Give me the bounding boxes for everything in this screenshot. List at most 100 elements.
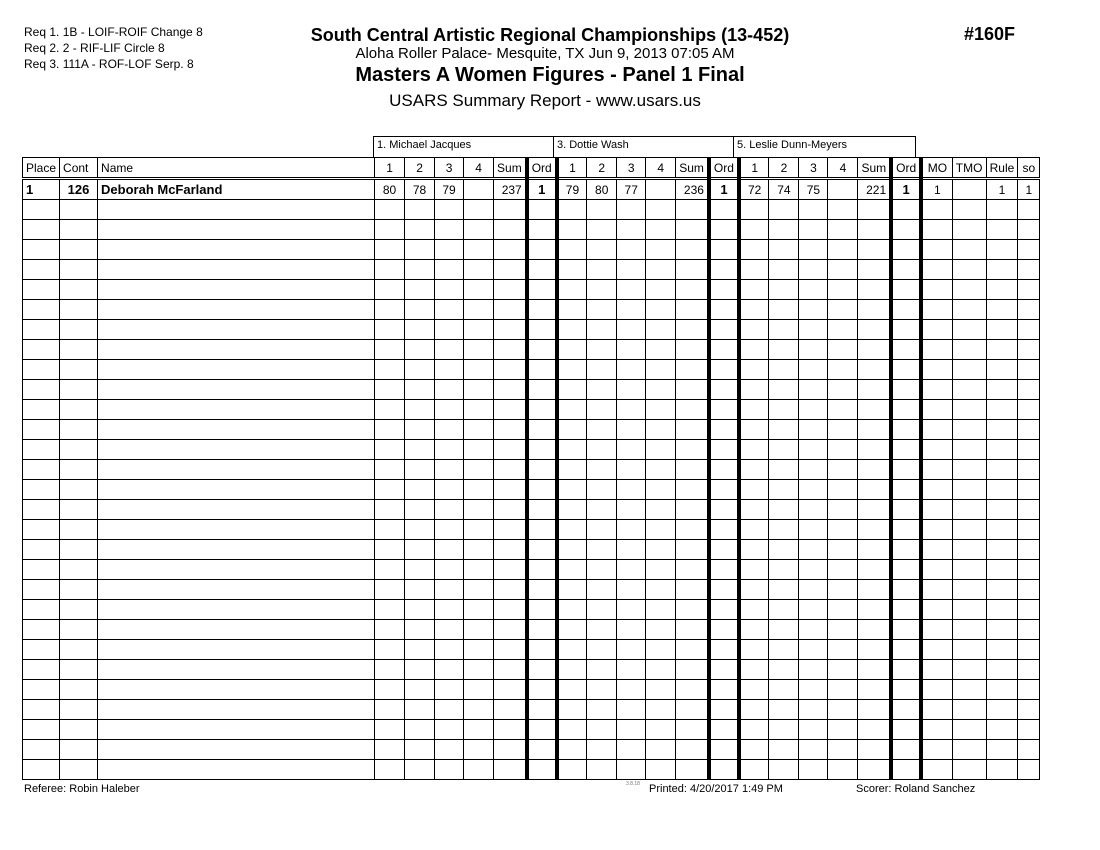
sum (493, 739, 528, 760)
score (827, 499, 859, 520)
score (554, 719, 588, 740)
score (374, 339, 406, 360)
sum (675, 459, 710, 480)
rule: 1 (985, 178, 1019, 200)
score (798, 699, 829, 720)
name (97, 599, 376, 620)
score (616, 439, 647, 460)
ordinal (524, 379, 558, 400)
score (554, 239, 588, 260)
score (736, 419, 770, 440)
score (434, 299, 465, 320)
sum (493, 199, 528, 220)
score (434, 559, 465, 580)
score (827, 619, 859, 640)
cont (59, 399, 99, 420)
mo (919, 559, 953, 580)
score (768, 479, 800, 500)
score (645, 439, 677, 460)
place (21, 719, 61, 740)
score (586, 239, 618, 260)
judge-1: 1. Michael Jacques (373, 136, 554, 158)
score (404, 539, 436, 560)
cont (59, 219, 99, 240)
requirement-3: Req 3. 111A - ROF-LOF Serp. 8 (24, 57, 194, 71)
place (21, 219, 61, 240)
cont (59, 439, 99, 460)
score (827, 579, 859, 600)
score (554, 459, 588, 480)
place (21, 759, 61, 780)
sum (675, 699, 710, 720)
score (404, 639, 436, 660)
ordinal (706, 619, 740, 640)
score (434, 659, 465, 680)
score (645, 619, 677, 640)
so (1017, 399, 1041, 420)
sum (857, 659, 892, 680)
score (736, 599, 770, 620)
score (404, 619, 436, 640)
name (97, 399, 376, 420)
score (736, 739, 770, 760)
score (554, 379, 588, 400)
rule (985, 559, 1019, 580)
score (374, 539, 406, 560)
score (463, 259, 495, 280)
tmo (951, 299, 987, 320)
mo (919, 659, 953, 680)
score (768, 639, 800, 660)
so: 1 (1017, 178, 1041, 200)
table-row (21, 619, 1041, 640)
sum (675, 479, 710, 500)
score (798, 579, 829, 600)
cont (59, 339, 99, 360)
score (586, 699, 618, 720)
so (1017, 619, 1041, 640)
place (21, 339, 61, 360)
score (645, 559, 677, 580)
version: 3.8.18 (626, 781, 640, 787)
cont (59, 579, 99, 600)
col-judge1-3: 3 (434, 157, 465, 180)
ordinal (524, 359, 558, 380)
so (1017, 459, 1041, 480)
col-judge3-2: 2 (768, 157, 800, 180)
table-row (21, 399, 1041, 420)
cont (59, 619, 99, 640)
score (736, 499, 770, 520)
ordinal (706, 479, 740, 500)
ordinal (706, 399, 740, 420)
sum (675, 679, 710, 700)
place (21, 579, 61, 600)
score (768, 239, 800, 260)
score (404, 359, 436, 380)
score (827, 519, 859, 540)
place (21, 299, 61, 320)
score (554, 579, 588, 600)
score (554, 399, 588, 420)
score (736, 199, 770, 220)
sum (857, 399, 892, 420)
mo (919, 399, 953, 420)
score (374, 559, 406, 580)
score (827, 639, 859, 660)
score (404, 519, 436, 540)
mo (919, 479, 953, 500)
score (374, 399, 406, 420)
sum (493, 579, 528, 600)
score (463, 519, 495, 540)
score (586, 499, 618, 520)
score (616, 239, 647, 260)
score (827, 559, 859, 580)
score (434, 699, 465, 720)
score (616, 419, 647, 440)
ordinal (889, 439, 922, 460)
rule (985, 679, 1019, 700)
tmo (951, 399, 987, 420)
ordinal (706, 259, 740, 280)
ordinal (889, 219, 922, 240)
score (616, 519, 647, 540)
sum (857, 739, 892, 760)
score (616, 479, 647, 500)
